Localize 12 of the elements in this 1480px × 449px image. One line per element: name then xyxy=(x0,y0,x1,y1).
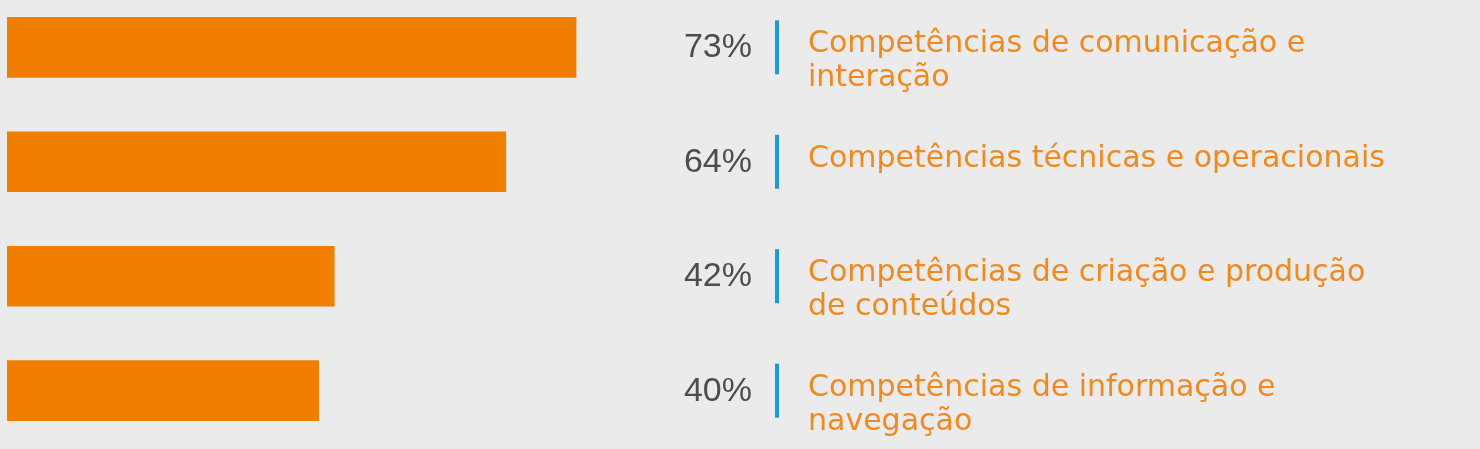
y-tick-label: Competências de criação e produção de conteúdos xyxy=(808,253,1366,323)
bar xyxy=(7,360,319,421)
bar xyxy=(7,245,335,307)
data-label: 64% xyxy=(683,140,752,179)
data-label: 42% xyxy=(683,255,752,294)
data-label: 73% xyxy=(683,26,752,65)
y-tick-label: Competências de comunicação e interação xyxy=(808,24,1306,94)
y-tick-label: Competências técnicas e operacionais xyxy=(808,138,1385,174)
y-tick-label: Competências de informação e navegação xyxy=(808,367,1276,437)
bar xyxy=(7,131,507,193)
bar xyxy=(7,17,577,78)
data-label: 40% xyxy=(683,369,752,408)
